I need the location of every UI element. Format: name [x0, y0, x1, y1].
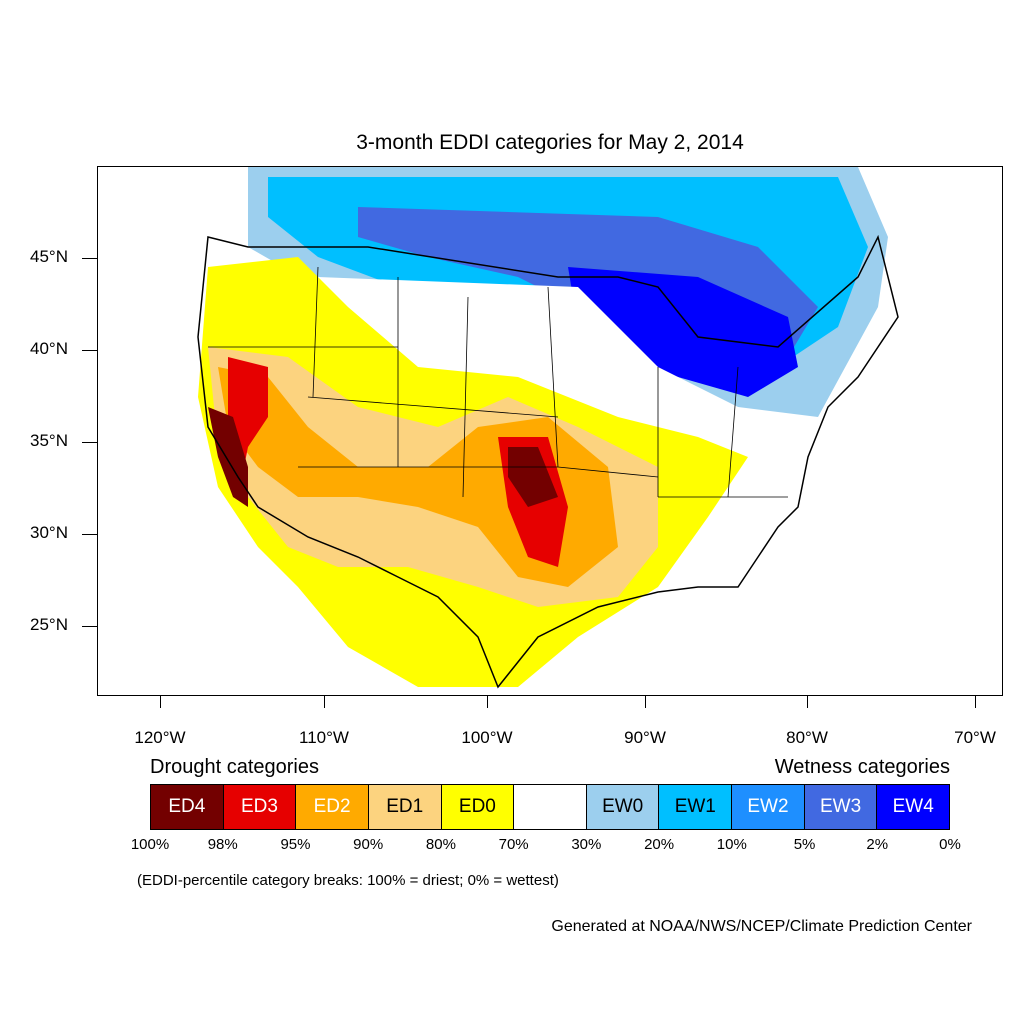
- lon-tick-110: [324, 696, 325, 708]
- lon-label-110: 110°W: [299, 728, 349, 747]
- lon-label-80: 80°W: [786, 728, 828, 747]
- legend-break-label: 30%: [571, 836, 602, 853]
- legend-break-label: 98%: [207, 836, 238, 853]
- drought-heading: Drought categories: [150, 756, 319, 778]
- lat-tick-35: [82, 442, 97, 443]
- legend-cell-ew2: EW2: [732, 785, 805, 829]
- category-note: (EDDI-percentile category breaks: 100% =…: [137, 872, 559, 889]
- legend-cell-neutral: [514, 785, 587, 829]
- drought-ed4: [208, 407, 558, 507]
- us-outline: [197, 234, 899, 689]
- legend-cell-ew1: EW1: [659, 785, 733, 829]
- eddi-map-canvas: [197, 167, 899, 689]
- lat-label-25: 25°N: [30, 615, 68, 634]
- lat-tick-30: [82, 534, 97, 535]
- legend-cell-ew0: EW0: [586, 785, 660, 829]
- lon-label-100: 100°W: [461, 728, 513, 747]
- lat-label-45: 45°N: [30, 247, 68, 266]
- legend-break-label: 95%: [280, 836, 311, 853]
- legend-cell-ed2: ED2: [296, 785, 369, 829]
- eddi-map: [97, 166, 1003, 696]
- credit-line: Generated at NOAA/NWS/NCEP/Climate Predi…: [551, 918, 972, 935]
- legend-break-label: 2%: [866, 836, 889, 853]
- legend-break-label: 70%: [498, 836, 529, 853]
- legend-break-label: 90%: [353, 836, 384, 853]
- legend-cell-ed3: ED3: [223, 785, 297, 829]
- wet-region-ew4: [568, 267, 798, 397]
- legend-cell-ew4: EW4: [877, 785, 950, 829]
- lat-label-35: 35°N: [30, 431, 68, 450]
- lat-tick-40: [82, 350, 97, 351]
- legend-break-label: 100%: [130, 836, 170, 853]
- lat-label-40: 40°N: [30, 339, 68, 358]
- lat-tick-25: [82, 626, 97, 627]
- drought-ed3: [228, 357, 568, 567]
- lon-label-70: 70°W: [954, 728, 996, 747]
- lon-label-90: 90°W: [624, 728, 666, 747]
- legend-break-label: 5%: [793, 836, 816, 853]
- legend-break-label: 20%: [644, 836, 675, 853]
- legend-break-label: 0%: [939, 836, 961, 853]
- legend-cell-ed4: ED4: [151, 785, 224, 829]
- wetness-heading: Wetness categories: [774, 756, 950, 778]
- lon-tick-120: [160, 696, 161, 708]
- lon-tick-100: [487, 696, 488, 708]
- legend-cell-ed1: ED1: [368, 785, 442, 829]
- lon-label-120: 120°W: [134, 728, 186, 747]
- legend-cell-ew3: EW3: [804, 785, 878, 829]
- lon-tick-70: [975, 696, 976, 708]
- map-title: 3-month EDDI categories for May 2, 2014: [356, 131, 744, 154]
- lon-tick-80: [807, 696, 808, 708]
- state-lines: [208, 266, 788, 498]
- legend-break-label: 80%: [425, 836, 456, 853]
- lon-tick-90: [645, 696, 646, 708]
- lat-tick-45: [82, 258, 97, 259]
- legend-cell-ed0: ED0: [441, 785, 515, 829]
- legend-break-label: 10%: [716, 836, 747, 853]
- legend-colorbar: ED4 ED3 ED2 ED1 ED0 EW0 EW1 EW2 EW3 EW4: [150, 784, 950, 830]
- lat-label-30: 30°N: [30, 523, 68, 542]
